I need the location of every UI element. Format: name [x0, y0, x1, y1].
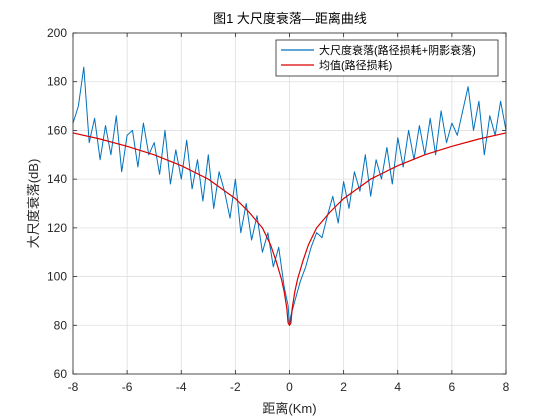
- legend-box: [275, 39, 499, 77]
- legend: 大尺度衰落(路径损耗+阴影衰落) 均值(路径损耗): [275, 39, 499, 77]
- x-tick-label: -8: [68, 380, 79, 394]
- y-tick-label: 80: [54, 318, 68, 332]
- y-tick-label: 180: [47, 75, 67, 89]
- y-tick-label: 160: [47, 123, 67, 137]
- x-tick-label: 6: [449, 380, 456, 394]
- plot-series: [72, 66, 507, 326]
- series-line-mean-path-loss: [72, 132, 507, 326]
- y-axis-label: 大尺度衰落(dB): [26, 159, 41, 249]
- x-tick-label: -2: [230, 380, 241, 394]
- y-tick-label: 60: [54, 367, 68, 381]
- legend-label-series-1: 大尺度衰落(路径损耗+阴影衰落): [319, 43, 476, 57]
- y-tick-label: 200: [47, 26, 67, 40]
- x-tick-label: 2: [340, 380, 347, 394]
- x-tick-label: 0: [286, 380, 293, 394]
- x-tick-label: -6: [122, 380, 133, 394]
- x-tick-label: 4: [394, 380, 401, 394]
- y-tick-label: 140: [47, 172, 67, 186]
- y-tick-label: 100: [47, 270, 67, 284]
- chart-title: 图1 大尺度衰落—距离曲线: [213, 11, 367, 26]
- x-axis-label: 距离(Km): [262, 401, 316, 416]
- axis-ticks: -8 -6 -4 -2 0 2 4 6 8 60 80 100 120 140 160 180 200: [47, 26, 510, 394]
- y-tick-label: 120: [47, 221, 67, 235]
- x-tick-label: -4: [176, 380, 187, 394]
- legend-label-series-2: 均值(路径损耗): [319, 58, 392, 72]
- x-tick-label: 8: [503, 380, 510, 394]
